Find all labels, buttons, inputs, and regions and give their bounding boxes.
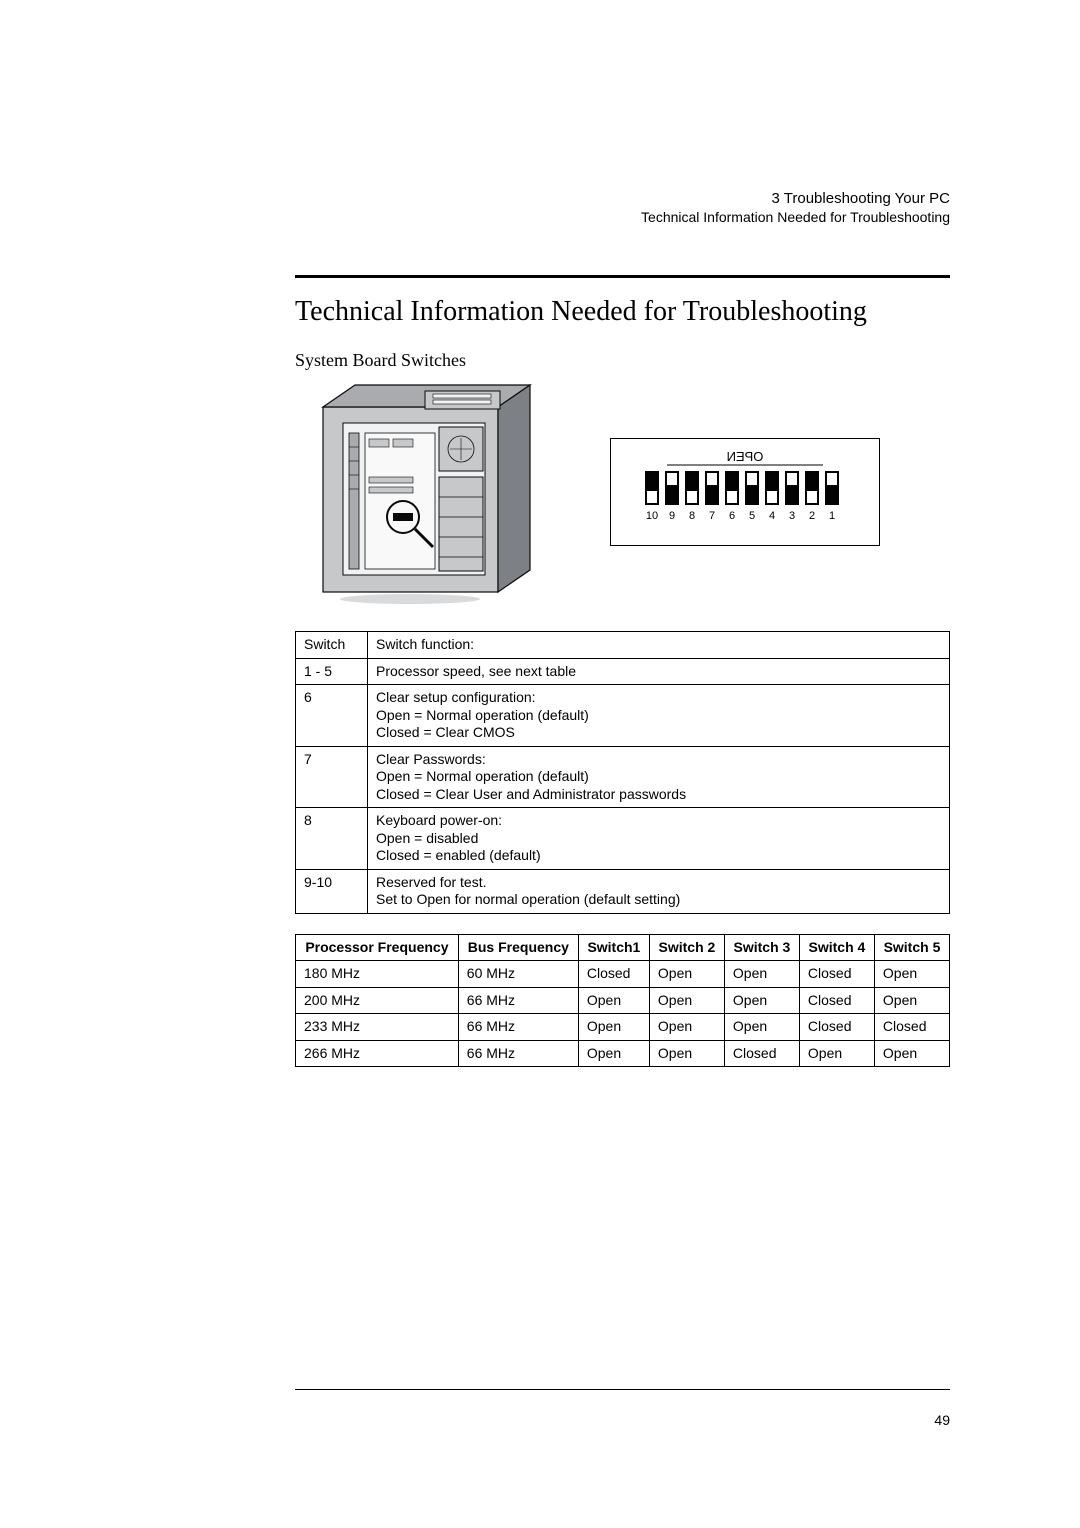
svg-text:10: 10 — [646, 510, 658, 522]
svg-text:2: 2 — [809, 510, 815, 522]
table-cell: Closed — [874, 1014, 949, 1041]
svg-text:3: 3 — [789, 510, 795, 522]
table-cell: Closed — [799, 1014, 874, 1041]
table-row: 233 MHz66 MHzOpenOpenOpenClosedClosed — [296, 1014, 950, 1041]
footer-rule — [295, 1389, 950, 1390]
dip-switch-detail: OPEN 10 9 8 7 6 5 4 3 2 1 — [610, 438, 880, 546]
table-cell: Open — [649, 987, 724, 1014]
title-rule — [295, 275, 950, 278]
table-cell: Open — [724, 1014, 799, 1041]
switch-function-table: Switch Switch function: 1 - 5Processor s… — [295, 631, 950, 914]
table-cell: Open — [649, 1040, 724, 1067]
table-row: 1 - 5Processor speed, see next table — [296, 658, 950, 685]
table-row: Switch Switch function: — [296, 632, 950, 659]
table-cell: 180 MHz — [296, 961, 459, 988]
table-row: Processor Frequency Bus Frequency Switch… — [296, 934, 950, 961]
table-head-cell: Switch 3 — [724, 934, 799, 961]
table-cell: Open — [578, 1040, 649, 1067]
chapter-line: 3 Troubleshooting Your PC — [641, 190, 950, 207]
table-cell: 7 — [296, 746, 368, 808]
table-cell: Open — [724, 961, 799, 988]
table-cell: 66 MHz — [458, 1040, 578, 1067]
table-head-cell: Switch 4 — [799, 934, 874, 961]
table-row: 200 MHz66 MHzOpenOpenOpenClosedOpen — [296, 987, 950, 1014]
figure-row: OPEN 10 9 8 7 6 5 4 3 2 1 — [315, 377, 950, 607]
svg-text:8: 8 — [689, 510, 695, 522]
table-cell: 200 MHz — [296, 987, 459, 1014]
svg-text:6: 6 — [729, 510, 735, 522]
table-head-cell: Switch function: — [368, 632, 950, 659]
table-cell: Open — [578, 1014, 649, 1041]
table-cell: 9-10 — [296, 869, 368, 913]
svg-text:4: 4 — [769, 510, 775, 522]
table-row: 6Clear setup configuration: Open = Norma… — [296, 685, 950, 747]
table-head-cell: Bus Frequency — [458, 934, 578, 961]
table-head-cell: Switch — [296, 632, 368, 659]
table-cell: Open — [578, 987, 649, 1014]
running-header: 3 Troubleshooting Your PC Technical Info… — [641, 190, 950, 225]
table-row: 8Keyboard power-on: Open = disabled Clos… — [296, 808, 950, 870]
table-cell: Closed — [578, 961, 649, 988]
running-line: Technical Information Needed for Trouble… — [641, 209, 950, 225]
table-cell: 8 — [296, 808, 368, 870]
frequency-table: Processor Frequency Bus Frequency Switch… — [295, 934, 950, 1068]
svg-text:9: 9 — [669, 510, 675, 522]
table-cell: Clear Passwords: Open = Normal operation… — [368, 746, 950, 808]
table-cell: Open — [874, 961, 949, 988]
page-title: Technical Information Needed for Trouble… — [295, 296, 950, 328]
table-head-cell: Switch 5 — [874, 934, 949, 961]
table-cell: 1 - 5 — [296, 658, 368, 685]
table-row: 266 MHz66 MHzOpenOpenClosedOpenOpen — [296, 1040, 950, 1067]
page: 3 Troubleshooting Your PC Technical Info… — [0, 0, 1080, 1528]
pc-chassis-illustration — [315, 377, 565, 607]
svg-text:5: 5 — [749, 510, 755, 522]
table-head-cell: Switch1 — [578, 934, 649, 961]
table-head-cell: Switch 2 — [649, 934, 724, 961]
table-cell: Open — [874, 987, 949, 1014]
table-cell: Reserved for test. Set to Open for norma… — [368, 869, 950, 913]
table-cell: Closed — [724, 1040, 799, 1067]
section-subtitle: System Board Switches — [295, 350, 950, 371]
table-row: 180 MHz60 MHzClosedOpenOpenClosedOpen — [296, 961, 950, 988]
table-cell: Processor speed, see next table — [368, 658, 950, 685]
table-cell: 233 MHz — [296, 1014, 459, 1041]
table-cell: Open — [874, 1040, 949, 1067]
table-cell: Closed — [799, 987, 874, 1014]
table-cell: Keyboard power-on: Open = disabled Close… — [368, 808, 950, 870]
table-row: 7Clear Passwords: Open = Normal operatio… — [296, 746, 950, 808]
table-cell: 60 MHz — [458, 961, 578, 988]
table-cell: Open — [649, 961, 724, 988]
table-head-cell: Processor Frequency — [296, 934, 459, 961]
table-cell: 6 — [296, 685, 368, 747]
table-cell: 266 MHz — [296, 1040, 459, 1067]
table-cell: Closed — [799, 961, 874, 988]
table-cell: Clear setup configuration: Open = Normal… — [368, 685, 950, 747]
svg-text:7: 7 — [709, 510, 715, 522]
dip-switch-icon: OPEN 10 9 8 7 6 5 4 3 2 1 — [625, 449, 865, 534]
table-cell: Open — [724, 987, 799, 1014]
table-cell: Open — [799, 1040, 874, 1067]
table-cell: 66 MHz — [458, 987, 578, 1014]
table-row: 9-10Reserved for test. Set to Open for n… — [296, 869, 950, 913]
table-cell: Open — [649, 1014, 724, 1041]
svg-text:1: 1 — [829, 510, 835, 522]
page-number: 49 — [934, 1412, 950, 1428]
table-cell: 66 MHz — [458, 1014, 578, 1041]
dip-open-label: OPEN — [727, 449, 764, 464]
